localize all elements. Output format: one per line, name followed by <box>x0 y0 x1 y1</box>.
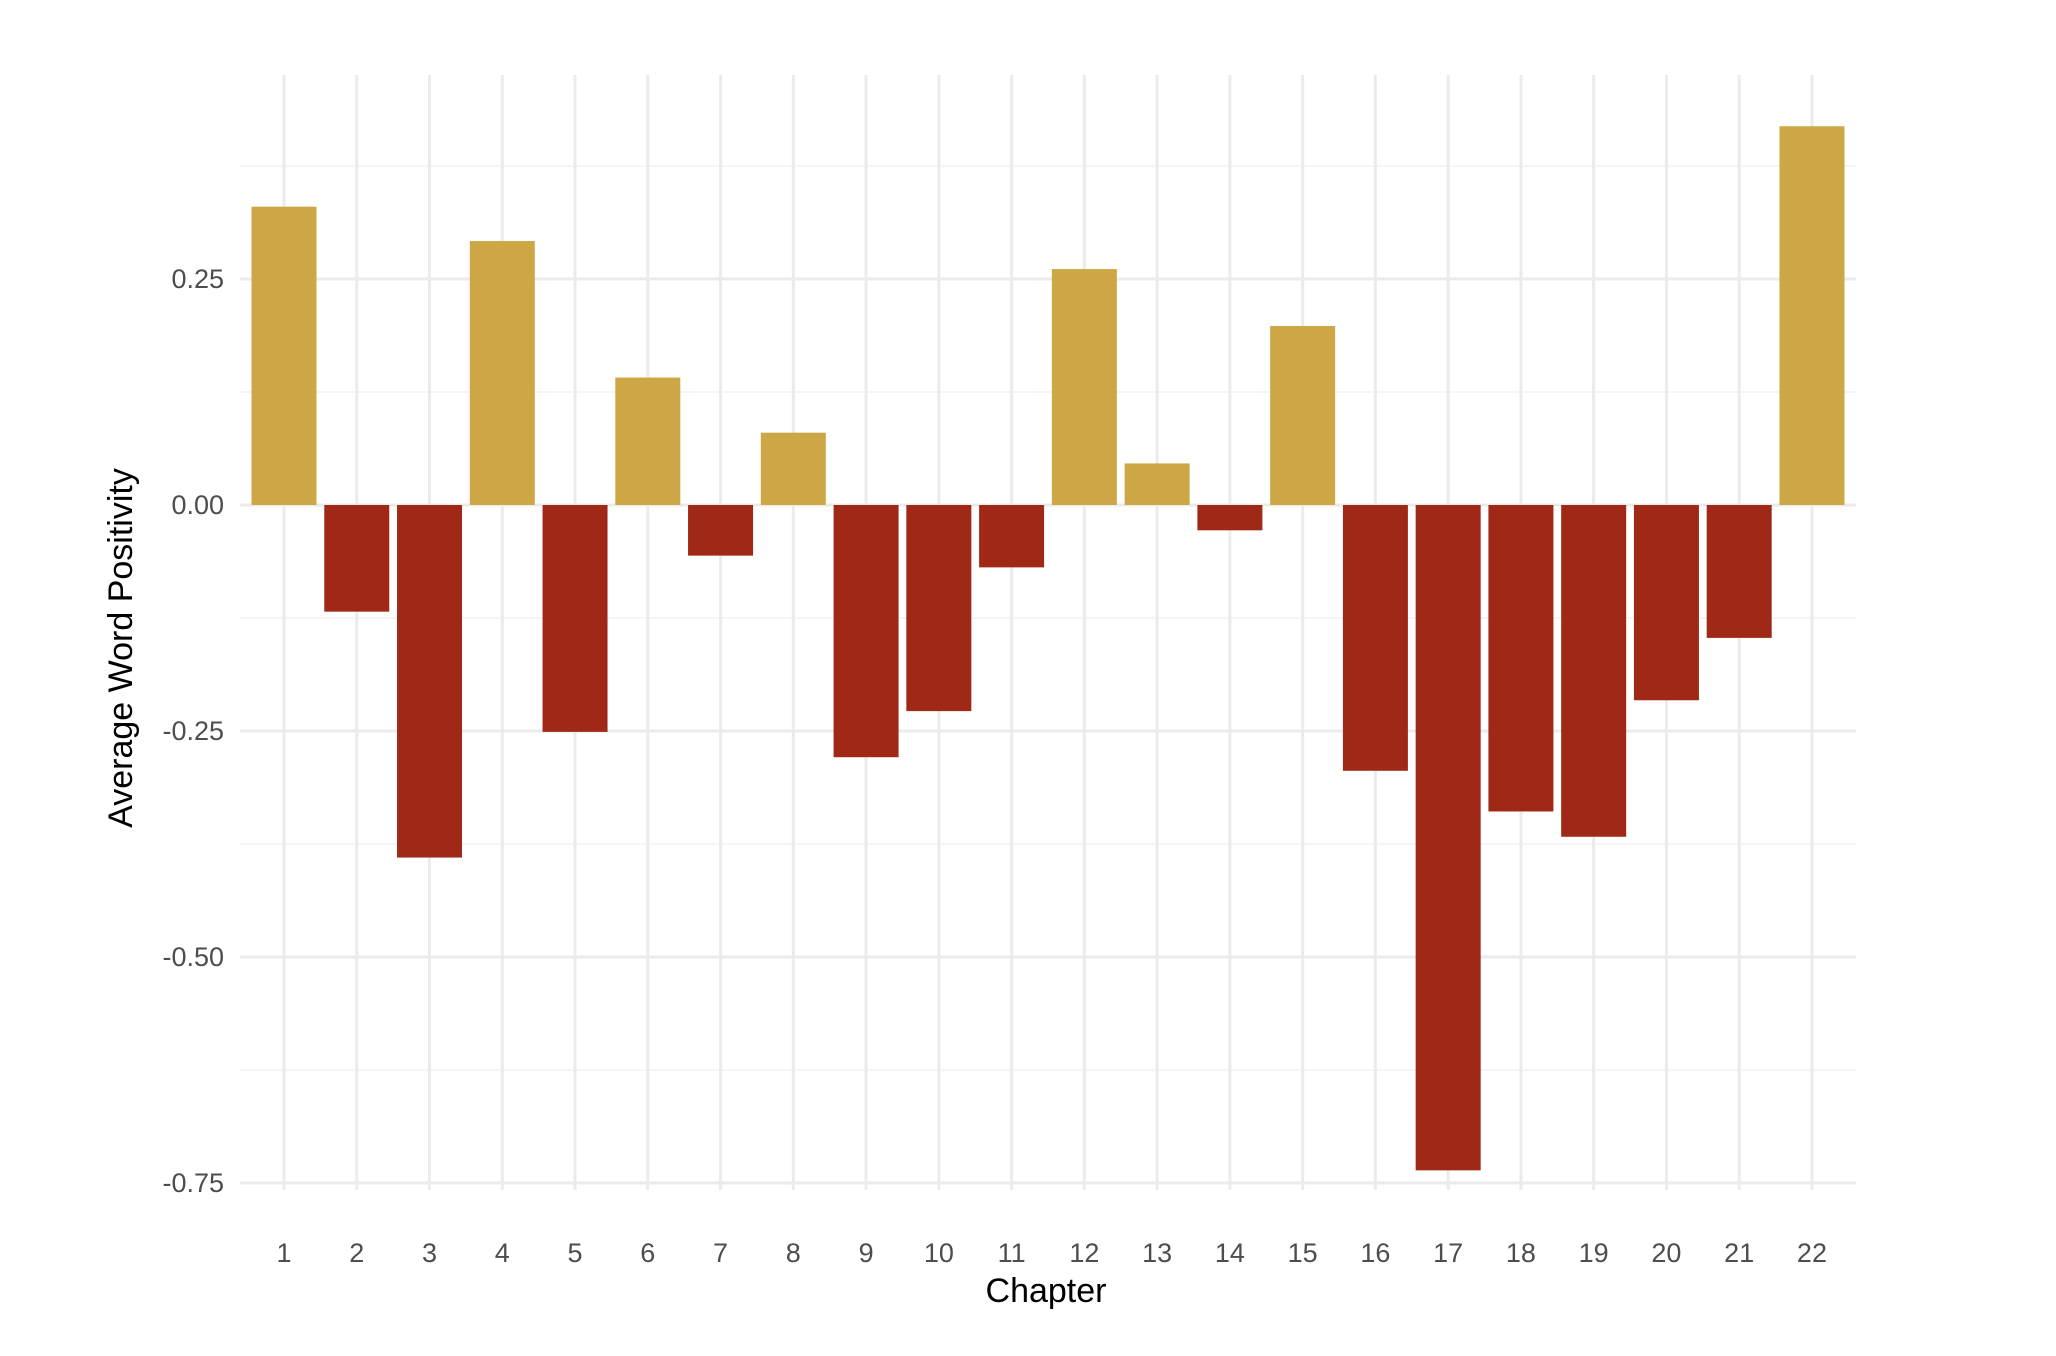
bar <box>833 505 899 758</box>
x-tick-label: 5 <box>568 1238 583 1268</box>
bar <box>688 505 754 556</box>
x-tick-label: 18 <box>1506 1238 1536 1268</box>
bar <box>1633 505 1699 701</box>
bars <box>251 126 1845 1171</box>
bar <box>1197 505 1263 531</box>
bar <box>1342 505 1408 771</box>
y-tick-labels: 0.25 0.00 -0.25 -0.50 -0.75 <box>162 264 224 1198</box>
x-tick-label: 16 <box>1360 1238 1390 1268</box>
y-tick-label: -0.50 <box>162 942 224 972</box>
x-axis-title: Chapter <box>986 1272 1107 1310</box>
x-tick-label: 20 <box>1651 1238 1681 1268</box>
y-tick-label: -0.25 <box>162 716 224 746</box>
x-tick-label: 9 <box>859 1238 874 1268</box>
y-tick-label: 0.25 <box>171 264 224 294</box>
x-tick-label: 19 <box>1579 1238 1609 1268</box>
x-tick-label: 21 <box>1724 1238 1754 1268</box>
x-tick-label: 13 <box>1142 1238 1172 1268</box>
x-tick-label: 22 <box>1797 1238 1827 1268</box>
x-tick-label: 7 <box>713 1238 728 1268</box>
x-tick-label: 12 <box>1069 1238 1099 1268</box>
bar <box>1270 326 1336 505</box>
bar <box>1415 505 1481 1171</box>
y-tick-label: 0.00 <box>171 490 224 520</box>
x-tick-label: 3 <box>422 1238 437 1268</box>
x-tick-label: 15 <box>1288 1238 1318 1268</box>
x-tick-label: 10 <box>924 1238 954 1268</box>
bar <box>469 241 535 506</box>
x-tick-label: 8 <box>786 1238 801 1268</box>
x-tick-label: 1 <box>276 1238 291 1268</box>
bar <box>1561 505 1627 837</box>
y-axis-title: Average Word Positivity <box>102 468 140 828</box>
bar <box>906 505 972 712</box>
x-tick-label: 14 <box>1215 1238 1245 1268</box>
x-tick-labels: 1 2 3 4 5 6 7 8 9 10 11 12 13 14 15 16 17 18 19 20 21 22 <box>276 1238 1826 1268</box>
bar <box>542 505 608 732</box>
bar <box>1051 269 1117 505</box>
bar <box>1488 505 1554 812</box>
x-tick-label: 6 <box>640 1238 655 1268</box>
bar <box>397 505 463 858</box>
y-tick-label: -0.75 <box>162 1168 224 1198</box>
bar <box>251 206 317 505</box>
bar <box>1706 505 1772 638</box>
bar <box>615 377 681 505</box>
bar <box>1124 463 1190 505</box>
x-tick-label: 11 <box>998 1238 1026 1268</box>
x-tick-label: 4 <box>495 1238 510 1268</box>
bar <box>760 432 826 505</box>
x-tick-label: 17 <box>1433 1238 1463 1268</box>
bar <box>324 505 390 612</box>
bar <box>1779 126 1845 505</box>
bar <box>979 505 1045 568</box>
x-tick-label: 2 <box>349 1238 364 1268</box>
